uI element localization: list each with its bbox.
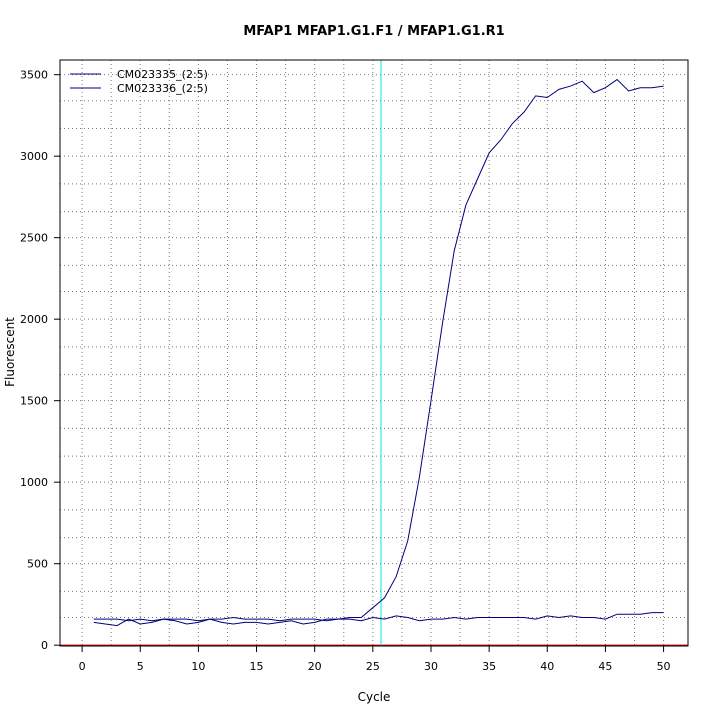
y-tick-label: 3500: [20, 69, 48, 82]
y-axis-label: Fluorescent: [3, 317, 17, 387]
x-tick-label: 40: [540, 660, 554, 673]
y-tick-label: 3000: [20, 150, 48, 163]
x-tick-label: 20: [308, 660, 322, 673]
y-axis: 0 500 1000 1500 2000 2500 3000 3500: [20, 69, 60, 652]
legend: CM023335_(2:5)CM023336_(2:5): [70, 68, 208, 95]
series-lines: [93, 78, 664, 627]
plot-frame: [59, 59, 689, 647]
x-tick-label: 15: [250, 660, 264, 673]
x-tick-label: 45: [598, 660, 612, 673]
reference-lines: [60, 60, 688, 646]
x-tick-label: 35: [482, 660, 496, 673]
x-tick-label: 25: [366, 660, 380, 673]
y-tick-label: 0: [41, 639, 48, 652]
x-tick-label: 0: [79, 660, 86, 673]
y-tick-label: 2000: [20, 313, 48, 326]
series-line-1: [93, 78, 664, 627]
grid: [60, 60, 688, 646]
y-tick-label: 1000: [20, 476, 48, 489]
x-axis-label: Cycle: [358, 690, 391, 704]
legend-label: CM023336_(2:5): [117, 82, 208, 95]
chart-title: MFAP1 MFAP1.G1.F1 / MFAP1.G1.R1: [243, 24, 504, 39]
x-tick-label: 10: [191, 660, 205, 673]
y-tick-label: 1500: [20, 395, 48, 408]
y-tick-label: 500: [27, 558, 48, 571]
x-axis: 0 5 10 15 20 25 30 35 40 45 50: [79, 646, 671, 673]
x-tick-label: 5: [137, 660, 144, 673]
legend-label: CM023335_(2:5): [117, 68, 208, 81]
x-tick-label: 50: [657, 660, 671, 673]
x-tick-label: 30: [424, 660, 438, 673]
series-line-2: [93, 612, 664, 622]
y-tick-label: 2500: [20, 232, 48, 245]
